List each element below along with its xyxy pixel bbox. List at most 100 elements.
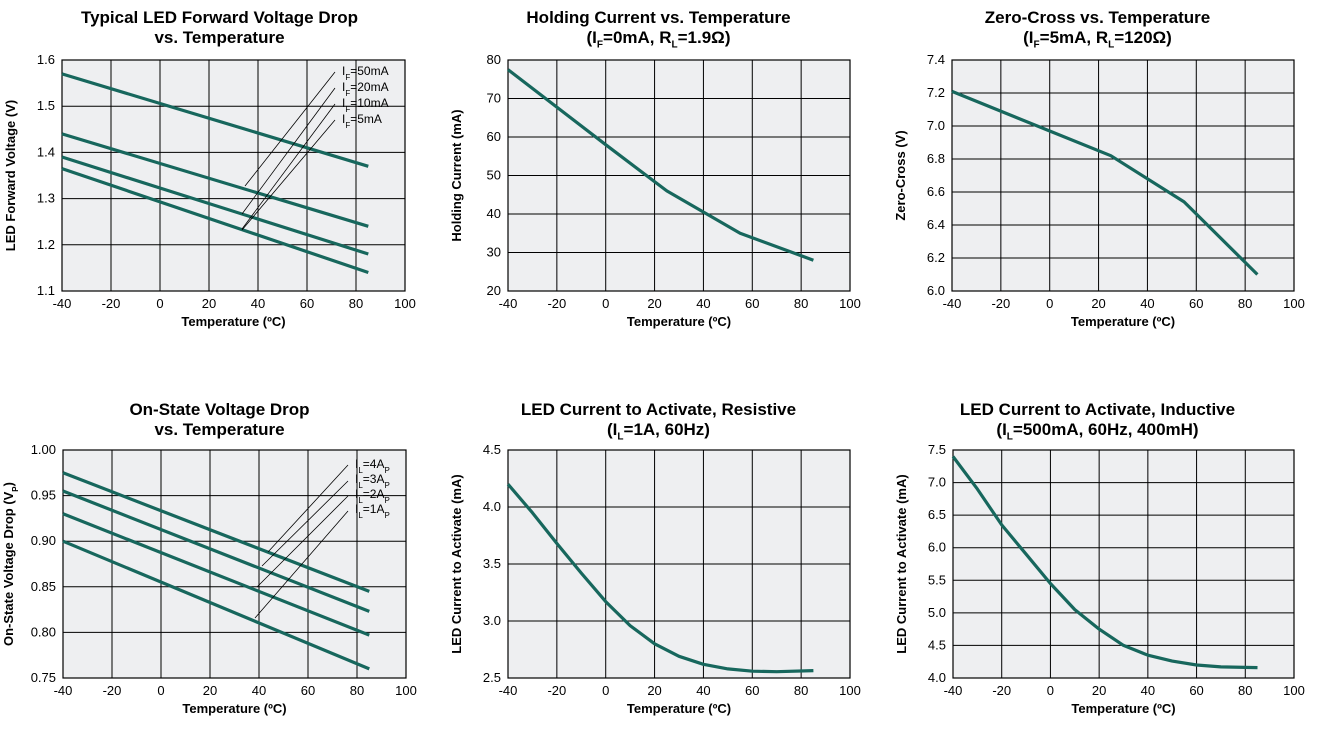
legend-label-base: I bbox=[355, 457, 358, 471]
x-tick-label: -20 bbox=[547, 296, 566, 311]
legend-label: IF=10mA bbox=[342, 96, 389, 114]
series-line bbox=[61, 167, 369, 275]
chart-title-line1: Typical LED Forward Voltage Drop bbox=[80, 8, 359, 27]
plot-frame bbox=[951, 59, 1295, 292]
legend-label-base: I bbox=[342, 80, 345, 94]
x-tick-label: 20 bbox=[203, 683, 217, 698]
chart-led-current-inductive: LED Current to Activate, Inductive (IL=5… bbox=[878, 392, 1317, 755]
y-tick-label: 0.95 bbox=[31, 488, 56, 503]
y-tick-label: 6.2 bbox=[927, 250, 945, 265]
x-tick-label: -40 bbox=[499, 683, 518, 698]
plot-area bbox=[952, 60, 1294, 291]
y-axis-label: Zero-Cross (V) bbox=[893, 130, 908, 220]
x-tick-label: 100 bbox=[839, 683, 861, 698]
x-tick-label: 0 bbox=[602, 683, 609, 698]
y-axis-label: LED Current to Activate (mA) bbox=[894, 474, 909, 653]
x-tick-label: 0 bbox=[602, 296, 609, 311]
x-tick-label: 60 bbox=[745, 683, 759, 698]
x-axis-label: Temperature (ºC) bbox=[627, 314, 731, 329]
legend-label-sub: L bbox=[358, 511, 363, 520]
legend-label-base: I bbox=[355, 487, 358, 501]
x-tick-label: 0 bbox=[1046, 296, 1053, 311]
legend-label: IL=4AP bbox=[355, 457, 390, 475]
chart-svg: -40 -20 0 20 40 60 80 100 4.0 4.5 5.0 5.5 6.0 6.5 7.0 7… bbox=[894, 442, 1305, 716]
x-tick-label: 100 bbox=[1283, 683, 1305, 698]
y-tick-label: 1.00 bbox=[31, 442, 56, 457]
legend-label: IF=50mA bbox=[342, 64, 389, 82]
x-tick-label: -20 bbox=[102, 296, 121, 311]
legend-label-sub: L bbox=[358, 496, 363, 505]
y-tick-label: 20 bbox=[487, 283, 501, 298]
x-tick-label: 80 bbox=[1238, 296, 1252, 311]
chart-svg: -40 -20 0 20 40 60 80 100 2.5 3.0 3.5 4.0 4.5 Tempera… bbox=[449, 442, 861, 716]
x-tick-label: 40 bbox=[252, 683, 266, 698]
x-tick-label: -20 bbox=[992, 683, 1011, 698]
chart-title-line2: (IF=5mA, RL=120Ω) bbox=[1023, 28, 1172, 51]
y-tick-label: 80 bbox=[487, 52, 501, 67]
x-tick-label: 40 bbox=[696, 296, 710, 311]
y-axis-label: On-State Voltage Drop (VP) bbox=[1, 482, 20, 646]
legend-label-sub: F bbox=[345, 73, 350, 82]
x-tick-label: -40 bbox=[943, 296, 962, 311]
y-tick-label: 1.6 bbox=[37, 52, 55, 67]
legend-label-sub: P bbox=[384, 481, 389, 490]
series-line bbox=[951, 455, 1258, 670]
legend-leader-line bbox=[256, 495, 349, 588]
legend-label-text: =3A bbox=[363, 472, 385, 486]
chart-title-line2: (IL=1A, 60Hz) bbox=[607, 420, 710, 443]
plot-frame bbox=[507, 59, 851, 292]
series-line bbox=[61, 132, 369, 228]
legend-leader-line bbox=[267, 464, 349, 553]
y-tick-label: 1.4 bbox=[37, 144, 55, 159]
legend-label-sub: F bbox=[345, 89, 350, 98]
legend-leader-line bbox=[241, 87, 336, 215]
chart-svg: -40 -20 0 20 40 60 80 100 20 30 40 50 60 70 80 Temperat… bbox=[449, 52, 861, 329]
x-tick-label: 80 bbox=[794, 683, 808, 698]
x-tick-label: 0 bbox=[157, 683, 164, 698]
x-tick-label: 60 bbox=[1189, 683, 1203, 698]
y-axis-label-part: ) bbox=[1, 482, 16, 486]
plot-frame bbox=[507, 449, 851, 679]
x-tick-label: 60 bbox=[1189, 296, 1203, 311]
chart-led-forward-voltage: Typical LED Forward Voltage Drop vs. Tem… bbox=[0, 0, 439, 363]
legend-label-text: =50mA bbox=[350, 64, 388, 78]
x-axis-label: Temperature (ºC) bbox=[1071, 314, 1175, 329]
y-tick-label: 4.0 bbox=[928, 670, 946, 685]
y-tick-label: 6.8 bbox=[927, 151, 945, 166]
legend-label-sub: P bbox=[384, 496, 389, 505]
legend-label-sub: F bbox=[345, 105, 350, 114]
plot-area bbox=[953, 450, 1294, 678]
y-tick-label: 5.0 bbox=[928, 605, 946, 620]
legend-label-sub: L bbox=[358, 481, 363, 490]
chart-title-line1: LED Current to Activate, Resistive bbox=[520, 400, 797, 419]
series-line bbox=[62, 471, 370, 593]
legend-label-base: I bbox=[355, 472, 358, 486]
y-tick-label: 0.85 bbox=[31, 579, 56, 594]
y-tick-label: 6.4 bbox=[927, 217, 945, 232]
x-tick-label: 20 bbox=[202, 296, 216, 311]
y-tick-label: 4.5 bbox=[928, 637, 946, 652]
chart-title-line2: vs. Temperature bbox=[154, 420, 285, 439]
y-tick-label: 7.2 bbox=[927, 85, 945, 100]
legend-label: IL=1AP bbox=[355, 502, 390, 520]
x-axis-label: Temperature (ºC) bbox=[181, 314, 285, 329]
y-tick-label: 7.0 bbox=[927, 118, 945, 133]
chart-holding-current: Holding Current vs. Temperature (IF=0mA,… bbox=[439, 0, 878, 363]
chart-led-current-resistive: LED Current to Activate, Resistive (IL=1… bbox=[439, 392, 878, 755]
legend-label-text: =10mA bbox=[350, 96, 388, 110]
legend-leader-line bbox=[241, 103, 336, 230]
y-tick-label: 30 bbox=[487, 245, 501, 260]
y-tick-label: 1.1 bbox=[37, 283, 55, 298]
x-tick-label: 100 bbox=[1283, 296, 1305, 311]
x-axis-label: Temperature (ºC) bbox=[627, 701, 731, 716]
y-tick-label: 1.5 bbox=[37, 98, 55, 113]
chart-svg: -40 -20 0 20 40 60 80 100 6.0 6.2 6.4 6.6 6.8 7.0 7.2 7… bbox=[893, 52, 1305, 329]
x-tick-label: -40 bbox=[944, 683, 963, 698]
series-line bbox=[951, 89, 1259, 276]
series-line bbox=[61, 155, 369, 256]
legend-leader-line bbox=[241, 119, 336, 231]
x-tick-label: -20 bbox=[547, 683, 566, 698]
legend-label-text: =1A bbox=[363, 502, 385, 516]
y-tick-label: 1.3 bbox=[37, 191, 55, 206]
x-tick-label: -20 bbox=[103, 683, 122, 698]
